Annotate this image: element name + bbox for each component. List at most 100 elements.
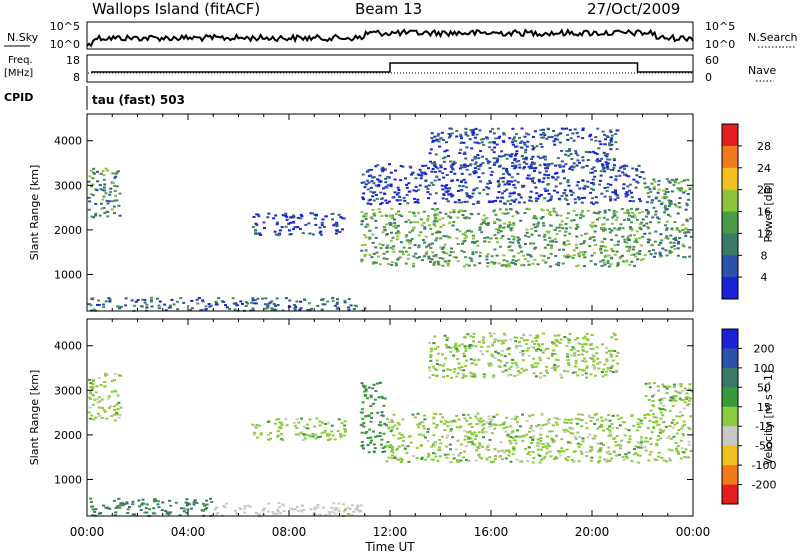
data-cell [557, 248, 561, 251]
data-cell [161, 501, 165, 504]
freq-tick-low: 8 [73, 71, 80, 84]
data-cell [680, 390, 684, 393]
data-cell [532, 242, 536, 245]
data-cell [683, 387, 687, 390]
data-cell [91, 514, 95, 517]
data-cell [589, 445, 593, 448]
data-cell [615, 265, 619, 268]
data-cell [666, 237, 670, 240]
data-cell [103, 410, 107, 413]
data-cell [506, 212, 510, 215]
data-cell [140, 305, 143, 308]
data-cell [505, 157, 509, 160]
data-cell [387, 421, 391, 424]
data-cell [452, 221, 456, 223]
data-cell [164, 309, 168, 312]
data-cell [481, 353, 484, 356]
data-cell [636, 454, 640, 456]
data-cell [669, 396, 673, 399]
data-cell [519, 371, 523, 374]
data-cell [583, 335, 587, 338]
data-cell [304, 427, 308, 430]
data-cell [463, 450, 467, 453]
data-cell [534, 375, 538, 378]
data-cell [640, 171, 644, 173]
data-cell [449, 448, 452, 451]
data-cell [675, 415, 679, 418]
data-cell [505, 260, 509, 263]
data-cell [192, 503, 196, 506]
data-cell [491, 344, 495, 347]
data-cell [488, 332, 492, 335]
data-cell [102, 306, 106, 308]
data-cell [498, 226, 502, 229]
data-cell [466, 333, 470, 336]
data-cell [372, 199, 376, 202]
data-cell [443, 156, 447, 159]
data-cell [415, 257, 419, 260]
data-cell [488, 425, 492, 428]
data-cell [498, 219, 502, 222]
data-cell [385, 246, 389, 249]
data-cell [126, 508, 130, 511]
data-cell [361, 417, 365, 420]
data-cell [241, 302, 244, 305]
data-cell [282, 504, 286, 507]
data-cell [581, 349, 585, 352]
data-cell [427, 255, 431, 258]
data-cell [684, 448, 688, 451]
data-cell [551, 176, 555, 179]
data-cell [525, 145, 529, 148]
data-cell [476, 412, 480, 415]
data-cell [591, 197, 594, 200]
data-cell [272, 217, 276, 220]
data-cell [603, 263, 607, 266]
data-cell [492, 332, 496, 335]
data-cell [400, 434, 404, 436]
data-cell [609, 148, 613, 151]
data-cell [533, 258, 537, 261]
data-cell [94, 214, 97, 217]
data-cell [93, 398, 97, 401]
data-cell [298, 227, 302, 230]
data-cell [91, 194, 95, 197]
data-cell [579, 213, 583, 216]
data-cell [528, 254, 532, 256]
data-cell [455, 237, 459, 240]
data-cell [523, 135, 527, 138]
data-cell [233, 509, 237, 512]
data-cell [254, 511, 258, 514]
data-cell [598, 448, 602, 451]
data-cell [672, 238, 676, 240]
data-cell [502, 427, 506, 430]
data-cell [439, 226, 443, 228]
data-cell [593, 170, 597, 172]
data-cell [464, 157, 468, 160]
data-cell [430, 445, 434, 448]
data-cell [566, 212, 570, 215]
data-cell [360, 211, 364, 214]
data-cell [449, 170, 453, 173]
data-cell [481, 424, 485, 427]
data-cell [513, 164, 517, 167]
data-cell [175, 300, 179, 303]
data-cell [278, 426, 282, 429]
data-cell [617, 240, 620, 243]
data-cell [513, 179, 517, 182]
data-cell [536, 348, 540, 351]
data-cell [468, 196, 472, 199]
data-cell [560, 220, 564, 223]
data-cell [558, 451, 562, 454]
data-cell [599, 260, 603, 263]
data-cell [570, 219, 574, 222]
data-cell [657, 217, 661, 220]
data-cell [608, 453, 612, 455]
data-cell [676, 254, 680, 257]
data-cell [395, 193, 399, 196]
data-cell [636, 441, 640, 444]
data-cell [390, 420, 394, 423]
data-cell [640, 436, 643, 439]
data-cell [509, 442, 513, 445]
data-cell [458, 426, 462, 429]
data-cell [398, 432, 402, 435]
